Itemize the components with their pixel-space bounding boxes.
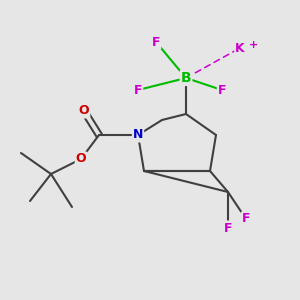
Text: F: F <box>152 35 160 49</box>
Text: O: O <box>79 104 89 118</box>
Text: F: F <box>242 212 250 226</box>
Text: B: B <box>181 71 191 85</box>
Text: F: F <box>134 83 142 97</box>
Text: O: O <box>76 152 86 166</box>
Text: N: N <box>133 128 143 142</box>
Text: F: F <box>218 83 226 97</box>
Text: F: F <box>224 221 232 235</box>
Text: K: K <box>235 41 245 55</box>
Text: +: + <box>249 40 258 50</box>
